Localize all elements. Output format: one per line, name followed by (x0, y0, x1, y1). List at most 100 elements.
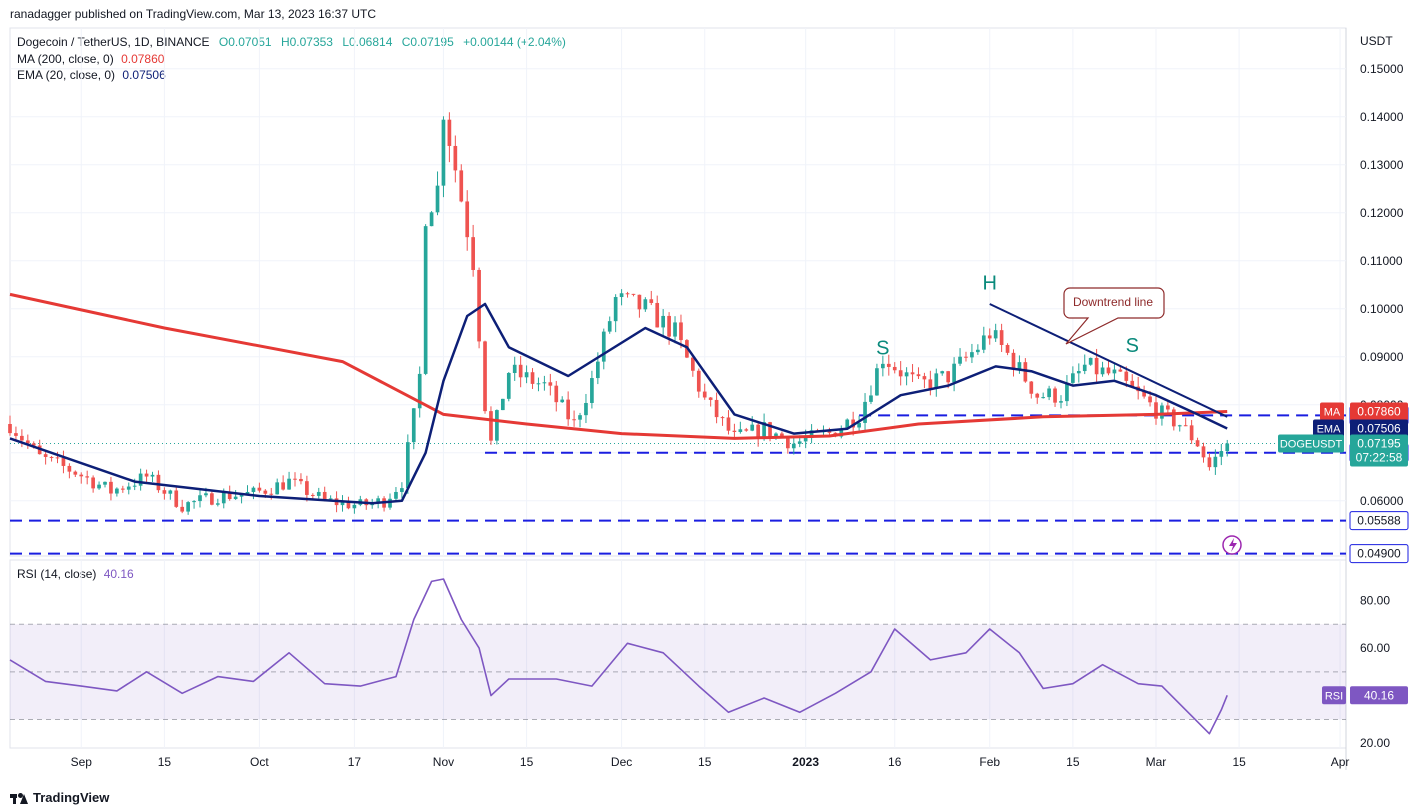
candle-body (910, 372, 915, 375)
candle-body (411, 408, 416, 443)
candle-body (542, 382, 547, 384)
candle-body (441, 119, 446, 186)
ema-legend-value: 0.07506 (122, 68, 166, 82)
candle-body (809, 430, 814, 439)
candle-body (857, 422, 861, 428)
candle-body (174, 490, 179, 507)
candle-body (673, 322, 677, 337)
x-tick-label: 15 (520, 755, 534, 769)
candle-body (1207, 457, 1212, 468)
candle-body (453, 145, 458, 171)
brand-name: TradingView (33, 790, 110, 805)
rsi-tick-label: 80.00 (1360, 593, 1390, 607)
support-resistance-levels (10, 414, 1346, 555)
candle-body (138, 473, 143, 486)
candle-body (904, 372, 909, 377)
candle-body (1118, 369, 1123, 372)
candle-body (1017, 362, 1022, 370)
candle-body (774, 433, 778, 438)
y-tick-label: 0.11000 (1360, 254, 1403, 268)
candle-body (595, 361, 600, 379)
candle-body (97, 484, 101, 489)
candle-body (43, 454, 48, 457)
candle-body (49, 456, 54, 458)
rsi-tag-name: RSI (1325, 690, 1343, 702)
candle-body (221, 492, 226, 504)
candle-body (928, 379, 933, 389)
candle-body (465, 201, 470, 238)
candle-body (198, 495, 202, 502)
candle-body (839, 428, 844, 437)
rsi-tag-value: 40.16 (1364, 688, 1394, 702)
candle-body (667, 315, 671, 337)
candle-body (744, 429, 749, 431)
candle-body (150, 474, 155, 477)
candle-body (239, 494, 244, 497)
x-tick-label: 15 (698, 755, 712, 769)
candle-body (702, 391, 707, 398)
candle-body (1088, 357, 1093, 365)
candle-body (1124, 371, 1129, 381)
change-value: +0.00144 (+2.04%) (463, 35, 566, 49)
downtrend-callout-text: Downtrend line (1073, 295, 1153, 309)
y-tick-label: 0.15000 (1360, 62, 1404, 76)
candle-body (204, 493, 208, 496)
candle-body (1160, 405, 1164, 419)
candle-body (518, 364, 523, 378)
candle-body (976, 349, 980, 353)
candle-body (376, 498, 380, 503)
candle-body (405, 442, 410, 489)
candle-body (1148, 396, 1152, 403)
candle-body (210, 493, 214, 505)
y-tick-label: 0.06000 (1360, 494, 1404, 508)
candle-body (144, 473, 149, 477)
candle-body (578, 415, 582, 420)
candle-body (73, 471, 78, 475)
candle-body (91, 477, 95, 489)
close-value: C0.07195 (401, 35, 454, 49)
candle-body (708, 397, 713, 400)
candle-body (14, 433, 18, 436)
candle-body (875, 368, 879, 396)
candle-body (1195, 440, 1200, 447)
candle-body (227, 492, 232, 500)
candle-body (25, 440, 30, 444)
y-tick-label: 0.13000 (1360, 158, 1404, 172)
price-tag-value: 0.07860 (1357, 405, 1401, 419)
candle-body (269, 493, 274, 495)
candle-body (916, 374, 921, 377)
candle-body (898, 370, 903, 377)
candle-body (964, 356, 968, 358)
level-tag (1349, 511, 1409, 531)
candle-body (459, 170, 464, 202)
candle-body (726, 417, 731, 431)
ma-legend: MA (200, close, 0) 0.07860 (17, 52, 164, 66)
candle-body (524, 372, 529, 378)
candle-body (1100, 367, 1105, 375)
candle-body (851, 419, 856, 428)
candle-body (1005, 344, 1010, 353)
candle-body (1041, 397, 1046, 399)
candle-body (750, 424, 755, 431)
candle-body (186, 502, 190, 512)
y-tick-label: 0.10000 (1360, 302, 1404, 316)
price-tag-value-box (1350, 434, 1408, 467)
candle-body (625, 293, 630, 295)
y-tick-label: 0.12000 (1360, 206, 1404, 220)
candle-body (1094, 357, 1099, 375)
candle-body (566, 399, 570, 420)
candle-body (471, 237, 475, 270)
tradingview-brand: TradingView (10, 790, 109, 805)
price-tag-name-box (1278, 434, 1344, 453)
rsi-legend: RSI (14, close) 40.16 (17, 567, 134, 581)
candle-body (506, 373, 511, 399)
price-tag-name-box (1313, 419, 1344, 438)
candle-body (1189, 425, 1194, 441)
candle-body (1154, 402, 1158, 419)
candle-body (863, 401, 867, 423)
candle-countdown: 07:22:58 (1356, 450, 1403, 464)
candlesticks (8, 112, 1230, 515)
price-tag-value: 0.07506 (1357, 422, 1401, 436)
candle-body (649, 299, 654, 303)
